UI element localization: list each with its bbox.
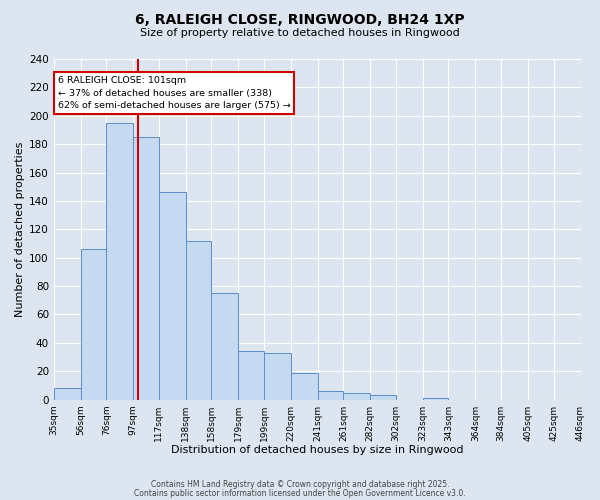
Text: Contains public sector information licensed under the Open Government Licence v3: Contains public sector information licen… [134, 488, 466, 498]
Bar [343, 392, 370, 400]
Bar [106, 123, 133, 400]
Bar [80, 249, 106, 400]
Bar [159, 192, 186, 400]
Bar [318, 391, 343, 400]
X-axis label: Distribution of detached houses by size in Ringwood: Distribution of detached houses by size … [171, 445, 463, 455]
Bar [54, 388, 80, 400]
Text: 6, RALEIGH CLOSE, RINGWOOD, BH24 1XP: 6, RALEIGH CLOSE, RINGWOOD, BH24 1XP [135, 12, 465, 26]
Bar [291, 372, 318, 400]
Text: Size of property relative to detached houses in Ringwood: Size of property relative to detached ho… [140, 28, 460, 38]
Y-axis label: Number of detached properties: Number of detached properties [15, 142, 25, 317]
Text: 6 RALEIGH CLOSE: 101sqm
← 37% of detached houses are smaller (338)
62% of semi-d: 6 RALEIGH CLOSE: 101sqm ← 37% of detache… [58, 76, 290, 110]
Bar [211, 293, 238, 400]
Bar [264, 353, 291, 400]
Bar [186, 240, 211, 400]
Text: Contains HM Land Registry data © Crown copyright and database right 2025.: Contains HM Land Registry data © Crown c… [151, 480, 449, 489]
Bar [133, 137, 159, 400]
Bar [423, 398, 448, 400]
Bar [370, 396, 396, 400]
Bar [238, 352, 264, 400]
